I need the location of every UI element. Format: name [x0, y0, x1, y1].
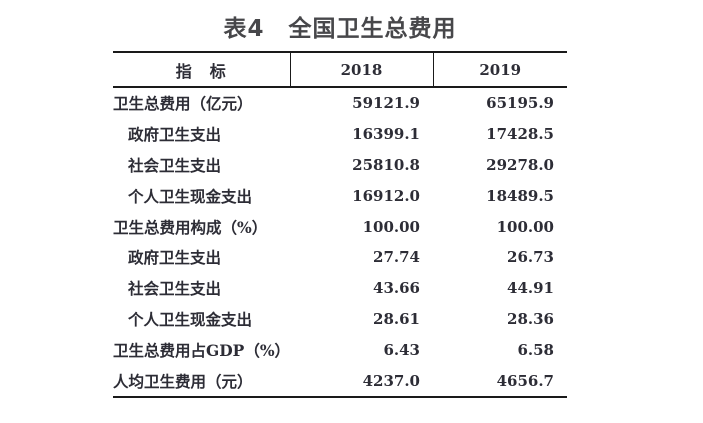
value-2019: 17428.5 [486, 125, 554, 144]
row-label: 政府卫生支出 [128, 248, 222, 268]
table-title: 表4 全国卫生总费用 [223, 16, 457, 42]
value-2019: 65195.9 [486, 94, 554, 113]
row-label: 卫生总费用（亿元） [113, 94, 253, 114]
value-2019: 44.91 [507, 279, 554, 298]
value-2018: 43.66 [373, 279, 420, 298]
table-row: 个人卫生现金支出 28.61 28.36 [113, 304, 567, 335]
value-2018: 16399.1 [352, 125, 420, 144]
table-row: 社会卫生支出 25810.8 29278.0 [113, 150, 567, 181]
row-label: 卫生总费用占GDP（%） [113, 340, 291, 360]
value-2019: 4656.7 [496, 371, 554, 390]
value-2018: 25810.8 [352, 155, 420, 174]
row-label: 卫生总费用构成（%） [113, 217, 268, 237]
value-2019: 29278.0 [486, 155, 554, 174]
table-row: 社会卫生支出 43.66 44.91 [113, 273, 567, 304]
table-row: 政府卫生支出 16399.1 17428.5 [113, 119, 567, 150]
value-2019: 100.00 [496, 217, 554, 236]
value-2018: 16912.0 [352, 186, 420, 205]
row-label: 个人卫生现金支出 [128, 186, 253, 206]
value-2018: 28.61 [373, 309, 420, 328]
header-2018: 2018 [289, 52, 433, 88]
value-2019: 18489.5 [486, 186, 554, 205]
table-row: 政府卫生支出 27.74 26.73 [113, 242, 567, 273]
value-2019: 28.36 [507, 309, 554, 328]
value-2018: 4237.0 [362, 371, 420, 390]
row-label: 人均卫生费用（元） [113, 371, 253, 391]
row-label: 社会卫生支出 [128, 279, 222, 299]
value-2018: 59121.9 [352, 94, 420, 113]
header-indicator: 指 标 [113, 52, 290, 88]
value-2018: 100.00 [362, 217, 420, 236]
value-2019: 26.73 [507, 248, 554, 267]
table-row: 卫生总费用占GDP（%） 6.43 6.58 [113, 334, 567, 365]
value-2018: 6.43 [383, 340, 420, 359]
value-2019: 6.58 [517, 340, 554, 359]
table-row: 人均卫生费用（元） 4237.0 4656.7 [113, 365, 567, 397]
health-expenditure-table: 指 标 2018 2019 卫生总费用（亿元） 59121.9 65195.9 … [113, 51, 567, 398]
row-label: 个人卫生现金支出 [128, 309, 253, 329]
header-row: 指 标 2018 2019 [113, 52, 567, 88]
header-2019: 2019 [432, 52, 567, 88]
table-row: 个人卫生现金支出 16912.0 18489.5 [113, 180, 567, 211]
table-row: 卫生总费用构成（%） 100.00 100.00 [113, 211, 567, 242]
value-2018: 27.74 [373, 248, 420, 267]
row-label: 社会卫生支出 [128, 155, 222, 175]
row-label: 政府卫生支出 [128, 125, 222, 145]
table-row: 卫生总费用（亿元） 59121.9 65195.9 [113, 87, 567, 119]
